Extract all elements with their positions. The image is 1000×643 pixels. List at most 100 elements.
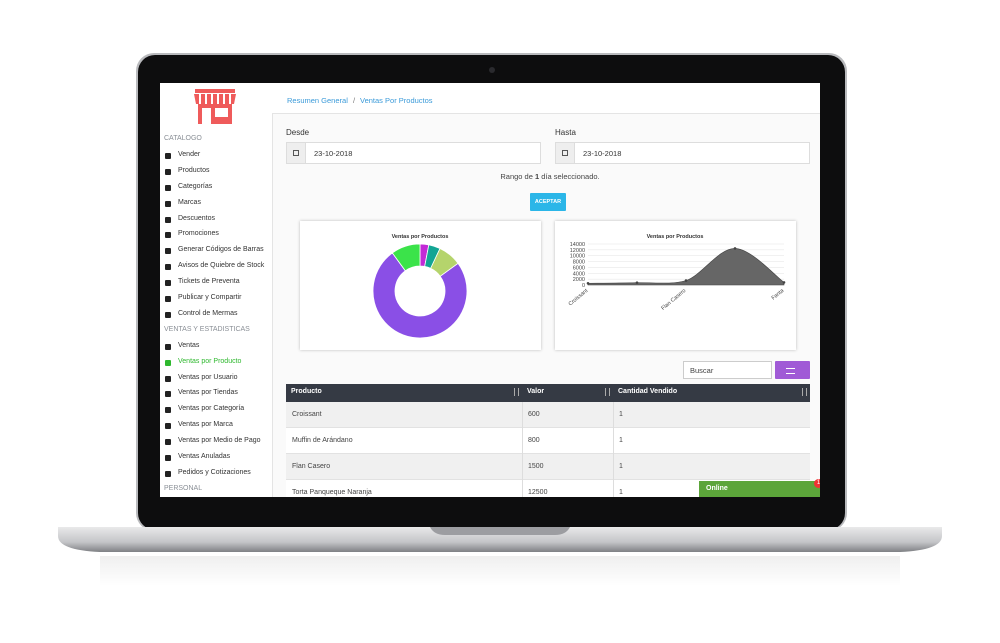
menu-icon [165,216,171,223]
menu-icon [165,439,171,446]
menu-item[interactable]: Ventas por Tiendas [178,389,238,397]
menu-item[interactable]: Marcas [178,198,201,206]
accept-button[interactable]: ACEPTAR [530,193,566,211]
menu-icon [165,248,171,255]
menu-item[interactable]: Ventas por Categoría [178,405,245,413]
column-header[interactable]: Producto [291,388,322,395]
y-tick-label: 0 [582,283,585,289]
cell-divider [613,428,614,454]
breadcrumb-bar [272,83,820,114]
range-text-part: 1 [534,172,540,181]
online-label[interactable]: Online [706,485,728,492]
y-tick-label: 8000 [573,260,585,266]
sort-icon [514,388,519,396]
table-cell: 1 [619,437,623,444]
menu-item[interactable]: Ventas por Usuario [178,373,238,381]
table-cell: 1 [619,489,623,496]
table-cell: 1 [619,411,623,418]
menu-item[interactable]: Avisos de Quiebre de Stock [178,262,265,270]
menu-item[interactable]: Ventas por Medio de Pago [178,437,261,445]
menu-icon [165,264,171,271]
table-header [286,384,810,402]
menu-item[interactable]: Ventas por Producto [178,357,242,365]
chart: Ventas por Productos 02000400060008000100… [568,234,786,312]
cell-divider [613,454,614,480]
menu-item[interactable]: Ventas por Marca [178,421,233,429]
sort-icon [802,388,807,396]
table-cell: Croissant [292,411,322,418]
chart-card [555,221,796,350]
table-cell: 12500 [528,489,548,496]
chart-title: Ventas por Productos [647,234,704,240]
breadcrumb-item[interactable]: Resumen General [287,96,348,105]
sidebar [160,83,273,497]
menu-icon [165,423,171,430]
point [782,281,786,284]
menu-item[interactable]: Categorías [178,182,213,190]
view-button[interactable] [775,361,810,379]
calendar-glyph [562,150,568,156]
menu-item[interactable]: Generar Códigos de Barras [178,246,264,254]
sidebar-section-title: CATALOGO [164,135,202,142]
table-row [286,480,810,497]
notification-badge: 1 [814,479,820,488]
online-bar [699,481,820,497]
pie-slice [372,252,468,339]
breadcrumb-item[interactable]: Ventas Por Productos [360,96,433,105]
table-cell: Flan Casero [292,463,331,470]
menu-item[interactable]: Control de Mermas [178,309,238,317]
menu-item[interactable]: Publicar y Compartir [178,294,242,301]
column-header[interactable]: Cantidad Vendido [618,388,678,395]
menu-item[interactable]: Tickets de Preventa [178,278,240,286]
pie-slice [391,243,421,272]
table-cell: 1500 [528,463,544,470]
menu-icon [165,168,171,175]
menu-item[interactable]: Ventas Anuladas [178,453,231,460]
store-logo [194,89,236,124]
x-tick-label: Flan Casero [660,288,687,312]
cell-divider [613,480,614,497]
point [733,247,737,250]
table-cell: 1 [619,463,623,470]
table-cell: Torta Panqueque Naranja [292,489,372,496]
cell-divider [522,428,523,454]
menu-item[interactable]: Promociones [178,230,219,238]
menu-item[interactable]: Pedidos y Cotizaciones [178,468,251,476]
range-text-part: día seleccionado. [541,172,600,181]
menu-icon [165,359,171,366]
date-value: 23-10-2018 [314,149,353,158]
breadcrumb-item: / [353,96,356,105]
menu-icon [165,200,171,207]
menu-icon [165,280,171,287]
menu-item[interactable]: Ventas [178,341,200,349]
range-text-part: Rango de [500,172,533,181]
menu-item[interactable]: Vender [178,150,201,158]
view-glyph [786,368,795,374]
sort-icon [605,388,610,396]
calendar-icon [287,143,306,163]
y-tick-label: 14000 [570,242,585,248]
cell-divider [522,402,523,428]
table-cell: 800 [528,437,540,444]
menu-item[interactable]: Productos [178,166,210,174]
sidebar-section-title: PERSONAL [164,484,203,492]
menu-item[interactable]: Descuentos [178,214,215,222]
y-tick-label: 2000 [573,277,585,283]
column-header[interactable]: Valor [527,388,545,395]
search-input[interactable]: Buscar [683,361,772,379]
table-row [286,402,810,428]
point [635,281,639,284]
menu-icon [165,184,171,191]
menu-icon [165,296,171,302]
chart-title: Ventas por Productos [392,234,449,240]
chart: Ventas por Productos [372,234,468,339]
range-text: Rango de 1 día seleccionado. [160,172,820,181]
cell-divider [522,454,523,480]
date-input[interactable]: 23-10-2018 [555,142,810,164]
date-input[interactable]: 23-10-2018 [286,142,541,164]
menu-icon [165,455,171,461]
menu-icon [165,343,171,350]
date-value: 23-10-2018 [583,149,622,158]
menu-icon [165,152,171,159]
area [587,248,785,286]
